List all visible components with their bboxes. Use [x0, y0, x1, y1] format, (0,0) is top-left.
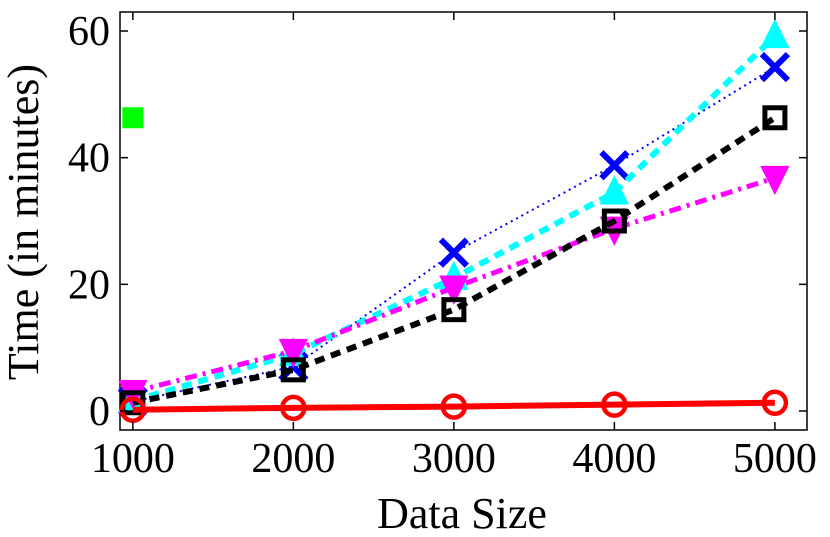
x-tick-label: 2000: [251, 436, 335, 482]
data-point: [599, 150, 630, 181]
series-0: [119, 389, 789, 423]
series-line: [132, 399, 775, 413]
data-point: [761, 389, 789, 417]
data-point: [280, 394, 307, 422]
data-point: [278, 338, 308, 369]
x-tick-label: 3000: [412, 436, 496, 482]
ticks-layer: 1000 2000 3000 4000 5000 0 20 40 60: [68, 9, 817, 482]
series-line: [132, 115, 777, 406]
data-point: [762, 105, 788, 131]
series-1: [117, 51, 791, 417]
data-point: [760, 18, 790, 49]
x-tick-label: 4000: [572, 436, 656, 482]
x-tick-label: 5000: [733, 436, 817, 482]
x-tick-label: 1000: [91, 436, 175, 482]
data-point: [760, 165, 790, 196]
series-4: [118, 165, 790, 410]
plot-frame: [119, 11, 808, 431]
y-tick-label: 20: [68, 262, 110, 308]
y-tick-label: 60: [68, 9, 110, 55]
data-point: [759, 51, 791, 83]
data-point: [119, 396, 147, 423]
series-line: [132, 175, 776, 395]
data-point: [122, 107, 144, 129]
data-point: [280, 357, 306, 383]
series-line: [132, 66, 776, 403]
data-point: [601, 208, 627, 234]
data-point: [599, 175, 630, 205]
data-point: [438, 237, 469, 268]
data-point: [439, 275, 469, 305]
y-tick-label: 40: [68, 136, 110, 182]
data-point: [440, 393, 468, 420]
data-point: [601, 391, 628, 418]
series-layer: [117, 18, 791, 423]
data-point: [441, 297, 467, 323]
series-line: [132, 33, 777, 404]
series-2: [118, 18, 790, 413]
y-tick-label: 0: [89, 389, 110, 435]
y-axis-label: Time (in minutes): [0, 64, 48, 380]
x-axis-label: Data Size: [377, 489, 547, 537]
plot-area: [119, 11, 808, 431]
series-5: [122, 107, 144, 129]
